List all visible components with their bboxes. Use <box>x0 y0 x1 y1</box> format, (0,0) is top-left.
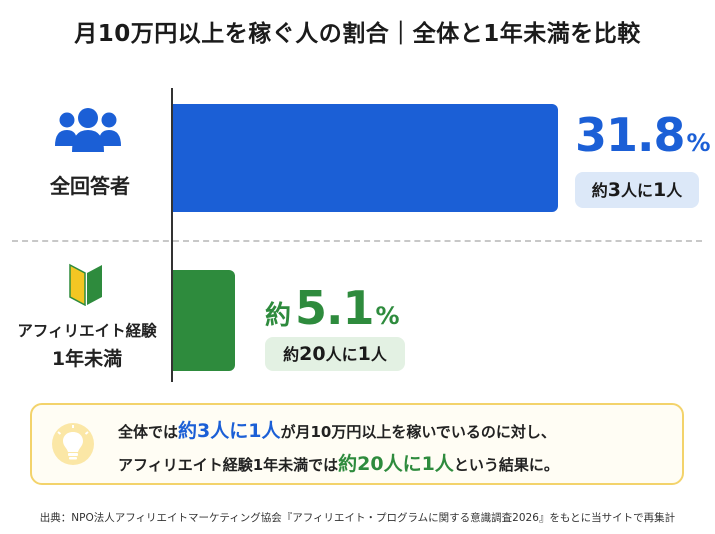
pill-num2: 1 <box>653 179 667 201</box>
summary-line-1: 全体では約3人に1人が月10万円以上を稼いでいるのに対し、 <box>118 416 556 443</box>
row-label-beginner: アフィリエイト経験 1年未満 <box>8 317 166 373</box>
row-label-all: 全回答者 <box>50 174 130 198</box>
summary-line-2: アフィリエイト経験1年未満では約20人に1人という結果に。 <box>118 449 559 476</box>
ratio-pill-beginner: 約20人に1人 <box>265 337 405 371</box>
row-label-line2: 1年未満 <box>51 348 123 370</box>
summary-text: アフィリエイト経験1年未満では <box>118 456 339 474</box>
value-label-beginner: 約5.1% <box>265 281 400 335</box>
value-unit: % <box>686 129 711 157</box>
summary-highlight-green: 約20人に1人 <box>338 453 454 475</box>
summary-highlight-blue: 約3人に1人 <box>178 420 281 442</box>
summary-box: 全体では約3人に1人が月10万円以上を稼いでいるのに対し、 アフィリエイト経験1… <box>30 403 684 485</box>
row-divider <box>12 240 702 242</box>
value-prefix: 約 <box>265 301 292 331</box>
summary-text: が月10万円以上を稼いでいるのに対し、 <box>280 423 556 441</box>
summary-text: 全体では <box>118 423 179 441</box>
people-group-icon <box>53 108 123 154</box>
chart-title: 月10万円以上を稼ぐ人の割合｜全体と1年未満を比較 <box>74 21 641 47</box>
pill-pre: 約 <box>283 345 300 364</box>
pill-mid: 人に <box>620 181 653 200</box>
pill-post: 人 <box>370 345 387 364</box>
bar-all-respondents <box>173 104 558 212</box>
lightbulb-icon <box>52 423 94 465</box>
pill-num2: 1 <box>357 343 371 365</box>
value-number: 5.1 <box>295 281 374 335</box>
pill-mid: 人に <box>325 345 358 364</box>
pill-num: 20 <box>299 343 326 365</box>
source-note: 出典：NPO法人アフィリエイトマーケティング協会『アフィリエイト・プログラムに関… <box>39 512 676 524</box>
pill-post: 人 <box>666 181 683 200</box>
value-unit: % <box>375 302 400 330</box>
category-axis-line <box>171 88 173 382</box>
value-label-all: 31.8% <box>575 108 711 162</box>
pill-pre: 約 <box>591 181 608 200</box>
beginner-mark-icon <box>69 262 103 307</box>
bar-beginner <box>173 270 235 371</box>
ratio-pill-all: 約3人に1人 <box>575 172 699 208</box>
pill-num: 3 <box>607 179 621 201</box>
row-label-line1: アフィリエイト経験 <box>17 322 157 340</box>
summary-text: という結果に。 <box>453 456 559 474</box>
value-number: 31.8 <box>575 108 685 162</box>
